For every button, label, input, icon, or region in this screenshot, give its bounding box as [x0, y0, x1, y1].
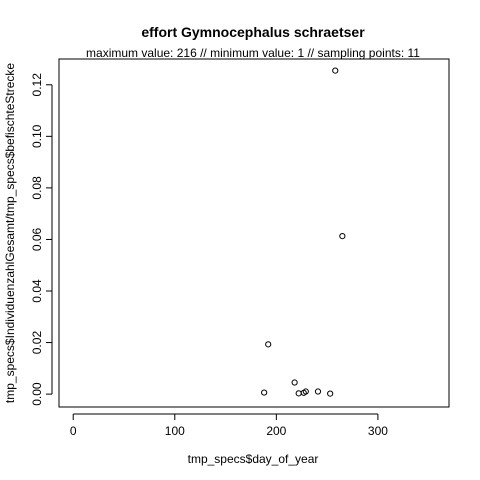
- chart-subtitle: maximum value: 216 // minimum value: 1 /…: [86, 46, 420, 60]
- x-tick-label: 100: [165, 424, 185, 438]
- data-point: [291, 379, 298, 386]
- data-point: [332, 67, 339, 74]
- y-tick-label: 0.12: [30, 73, 44, 97]
- y-tick-label: 0.04: [30, 279, 44, 303]
- data-point: [265, 341, 272, 348]
- chart-title: effort Gymnocephalus schraetser: [141, 24, 365, 40]
- data-point: [261, 389, 268, 396]
- x-tick-label: 200: [266, 424, 286, 438]
- plot-frame: [58, 58, 450, 408]
- y-tick-label: 0.08: [30, 176, 44, 200]
- y-tick-label: 0.02: [30, 331, 44, 355]
- x-tick-label: 0: [70, 424, 77, 438]
- x-axis-label: tmp_specs$day_of_year: [188, 452, 319, 466]
- data-point: [302, 388, 309, 395]
- data-point: [314, 388, 322, 395]
- data-point: [339, 232, 346, 240]
- data-point: [295, 390, 302, 397]
- y-axis-label: tmp_specs$IndividuenzahlGesamt/tmp_specs…: [3, 63, 17, 404]
- y-axis: 0.00 0.02 0.04 0.06 0.08 0.10 0.12: [30, 73, 53, 406]
- y-tick-label: 0.00: [30, 382, 44, 406]
- data-points: [261, 67, 346, 397]
- x-axis: 0 100 200 300: [70, 413, 388, 438]
- y-tick-label: 0.06: [30, 227, 44, 251]
- y-tick-label: 0.10: [30, 124, 44, 148]
- data-point: [327, 390, 334, 397]
- x-tick-label: 300: [368, 424, 388, 438]
